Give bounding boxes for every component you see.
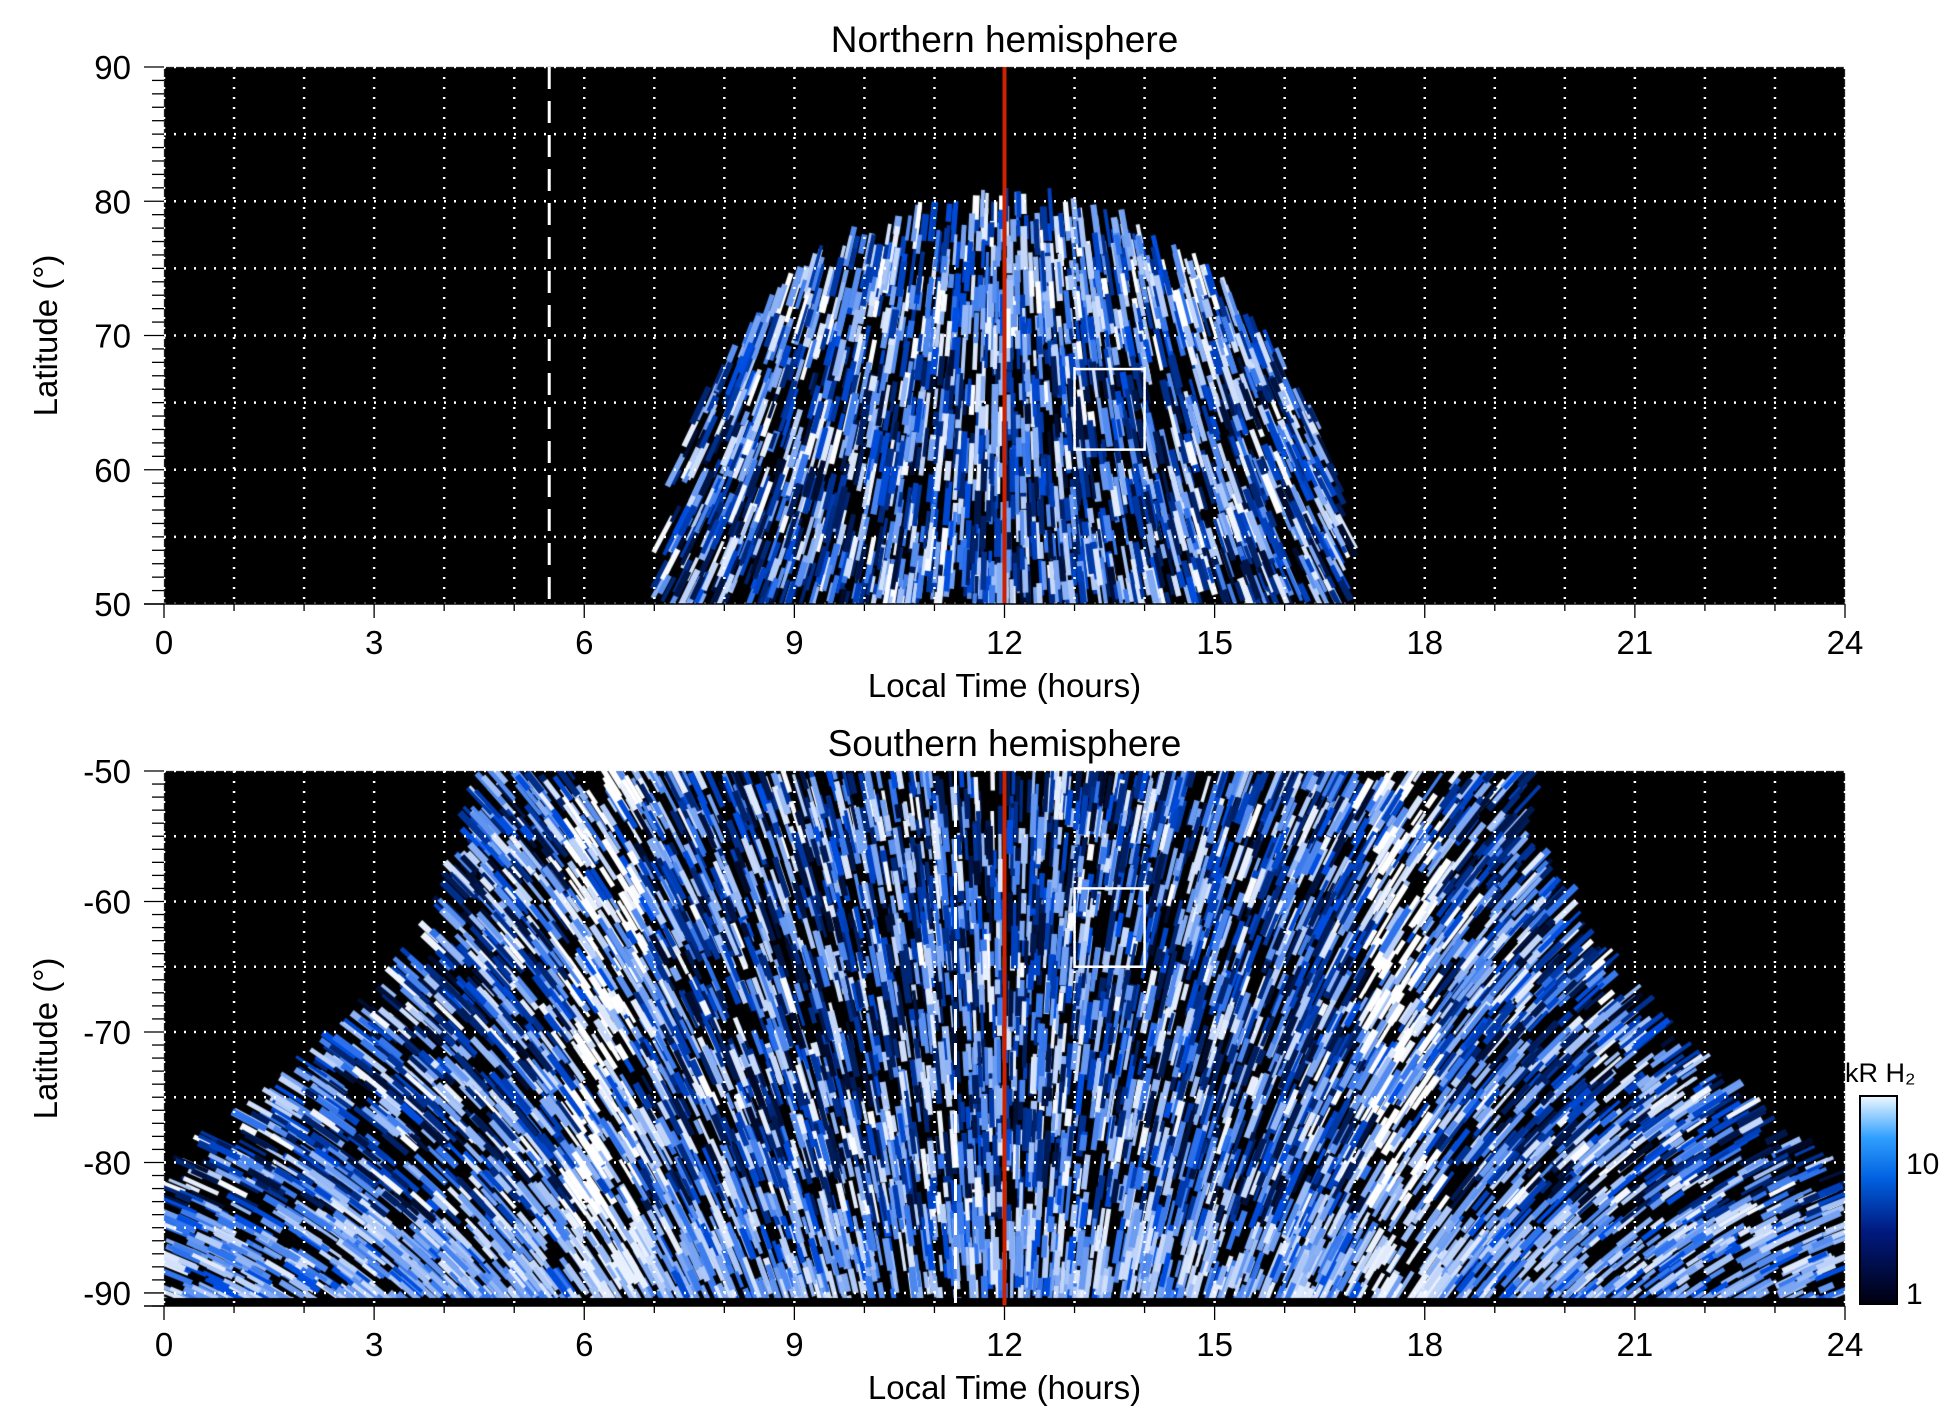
colorbar-label: kR H₂: [1845, 1058, 1915, 1088]
colorbar-tick-label: 1: [1906, 1278, 1923, 1311]
x-axis-label: Local Time (hours): [868, 667, 1141, 704]
x-tick-label: 3: [365, 624, 383, 661]
x-tick-label: 21: [1617, 624, 1654, 661]
y-tick-label: 50: [94, 586, 131, 623]
x-tick-label: 18: [1406, 1326, 1443, 1363]
x-tick-label: 9: [785, 624, 803, 661]
y-tick-label: -90: [83, 1275, 131, 1312]
x-tick-label: 21: [1617, 1326, 1654, 1363]
x-tick-label: 6: [575, 624, 593, 661]
y-tick-label: -50: [83, 753, 131, 790]
y-tick-label: -80: [83, 1144, 131, 1181]
x-tick-label: 12: [986, 624, 1023, 661]
colorbar: [1859, 1095, 1898, 1305]
x-tick-label: 24: [1827, 624, 1864, 661]
y-tick-label: 90: [94, 49, 131, 86]
region-box: [1073, 367, 1146, 451]
x-tick-label: 9: [785, 1326, 803, 1363]
x-tick-label: 6: [575, 1326, 593, 1363]
x-axis-label: Local Time (hours): [868, 1369, 1141, 1406]
x-tick-label: 3: [365, 1326, 383, 1363]
y-axis-label: Latitude (°): [27, 958, 64, 1120]
y-axis-label: Latitude (°): [27, 255, 64, 417]
x-tick-label: 24: [1827, 1326, 1864, 1363]
panel-title: Southern hemisphere: [828, 723, 1182, 764]
region-box: [1073, 887, 1146, 968]
y-tick-label: -60: [83, 883, 131, 920]
x-tick-label: 15: [1196, 1326, 1233, 1363]
x-tick-label: 12: [986, 1326, 1023, 1363]
y-tick-label: 80: [94, 183, 131, 220]
x-tick-label: 15: [1196, 624, 1233, 661]
x-tick-label: 0: [155, 1326, 173, 1363]
panel-title: Northern hemisphere: [831, 19, 1179, 60]
x-tick-label: 18: [1406, 624, 1443, 661]
y-tick-label: 70: [94, 318, 131, 355]
colorbar-tick-label: 10: [1906, 1148, 1939, 1181]
y-tick-label: -70: [83, 1014, 131, 1051]
x-tick-label: 0: [155, 624, 173, 661]
y-tick-label: 60: [94, 452, 131, 489]
